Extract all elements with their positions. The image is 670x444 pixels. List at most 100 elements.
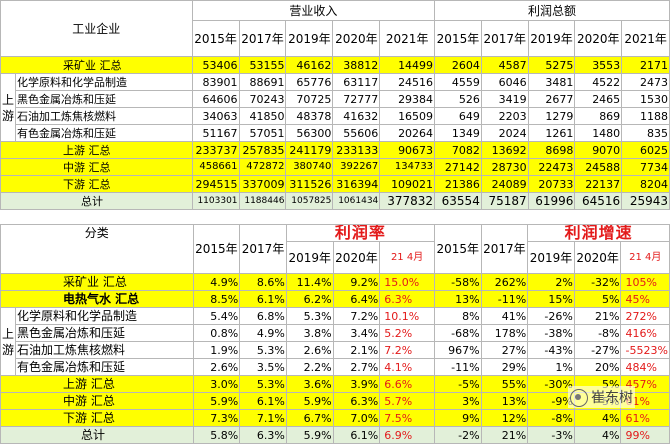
table-cell: 41850 xyxy=(238,107,287,125)
table-cell: 21% xyxy=(573,307,622,325)
table-cell: 5.8% xyxy=(192,426,241,444)
table-cell: 1.9% xyxy=(192,341,241,359)
table-cell: 2% xyxy=(527,273,575,291)
table-cell: 6.9% xyxy=(379,426,435,444)
table-cell: 21386 xyxy=(434,175,482,193)
table-cell: -5523% xyxy=(620,341,670,359)
table-cell: 0.8% xyxy=(192,324,241,342)
table-cell: 377832 xyxy=(379,192,436,210)
table-cell: 6.6% xyxy=(379,375,435,393)
table-row: 下游 汇总 7.3% 7.1% 6.7% 7.0% 7.5% 9% 12% -8% 4% 61% xyxy=(0,409,670,427)
year-header: 2020年 xyxy=(332,241,381,274)
upstream-side-label: 上游 xyxy=(0,307,17,376)
table-row: 上游 化学原料和化学品制造 83901 88691 65776 63117 24516 455… xyxy=(0,73,670,142)
table-cell: 316394 xyxy=(332,175,381,193)
table-cell: 1103301 xyxy=(191,192,240,210)
watermark: 崔东树 xyxy=(568,386,635,408)
table-cell: -9% xyxy=(527,392,575,410)
table-cell: 1261 xyxy=(527,124,576,142)
table-cell: 34063 xyxy=(191,107,240,125)
table-row: 黑色金属冶炼和压延 0.8% 4.9% 3.8% 3.4% 5.2% -68% 178% -38… xyxy=(1,324,670,342)
row-label: 化学原料和化学品制造 xyxy=(15,307,194,325)
table-cell: 1279 xyxy=(527,107,576,125)
table-cell: 10.1% xyxy=(379,307,435,325)
table-cell: 458661 xyxy=(191,158,240,176)
table-cell: 15.0% xyxy=(379,273,435,291)
table-cell: 3% xyxy=(433,392,482,410)
row-label: 石油加工炼焦核燃料 xyxy=(15,107,193,125)
table-cell: 5275 xyxy=(527,56,576,74)
table-cell: 241179 xyxy=(285,141,334,159)
table-cell: 28730 xyxy=(480,158,529,176)
row-label: 总计 xyxy=(0,426,194,444)
table-cell: -2% xyxy=(433,426,482,444)
table-cell: -11% xyxy=(433,358,482,376)
table-cell: 14499 xyxy=(379,56,436,74)
table-cell: -43% xyxy=(527,341,575,359)
year-header: 2015年 xyxy=(433,224,482,274)
table-cell: 9070 xyxy=(574,141,623,159)
table-cell: 9% xyxy=(433,409,482,427)
table-row: 下游 汇总 294515 337009 311526 316394 109021 21386… xyxy=(0,175,670,193)
table-cell: 90673 xyxy=(379,141,436,159)
table-cell: 8698 xyxy=(527,141,576,159)
table-cell: 2.6% xyxy=(285,341,334,359)
table-cell: 24089 xyxy=(480,175,529,193)
table-cell: 55% xyxy=(480,375,529,393)
table-cell: 233737 xyxy=(191,141,240,159)
table-cell: -38% xyxy=(527,324,575,342)
table-cell: 41% xyxy=(480,307,529,325)
margin-title: 利润率 xyxy=(285,224,435,242)
table-cell: 5.9% xyxy=(285,392,334,410)
table-cell: 3.8% xyxy=(285,324,334,342)
table-cell: 3.6% xyxy=(285,375,334,393)
table-cell: 16509 xyxy=(379,107,436,125)
table-cell: 11.4% xyxy=(285,273,334,291)
table-cell: 63117 xyxy=(332,73,381,91)
table-cell: 6.3% xyxy=(239,426,287,444)
table-cell: 63554 xyxy=(434,192,482,210)
table-cell: 311526 xyxy=(285,175,334,193)
table-cell: 22473 xyxy=(527,158,576,176)
table-cell: 4587 xyxy=(480,56,529,74)
table-cell: 3.9% xyxy=(332,375,381,393)
table-row: 总计 1103301 1188446 1057825 1061434 377832 6355… xyxy=(0,192,670,210)
table-cell: 1480 xyxy=(574,124,623,142)
year-header: 2017年 xyxy=(239,224,287,274)
table-cell: 294515 xyxy=(191,175,240,193)
table-cell: 1% xyxy=(527,358,575,376)
row-label: 石油加工炼焦核燃料 xyxy=(15,341,194,359)
table-cell: 8% xyxy=(433,307,482,325)
table-cell: 13% xyxy=(480,392,529,410)
wechat-account-icon xyxy=(570,389,588,407)
table-cell: 416% xyxy=(620,324,670,342)
table-cell: 57051 xyxy=(238,124,287,142)
table-cell: 21% xyxy=(480,426,529,444)
year-header: 2015年 xyxy=(191,20,240,57)
table-cell: 6.1% xyxy=(239,392,287,410)
year-header: 2021年 xyxy=(621,20,670,57)
table-cell: 105% xyxy=(620,273,670,291)
table-cell: 6.3% xyxy=(332,392,381,410)
table-cell: 12% xyxy=(480,409,529,427)
table-cell: 7.1% xyxy=(239,409,287,427)
table-cell: 4.1% xyxy=(379,358,435,376)
table-cell: 2203 xyxy=(480,107,529,125)
table-cell: 835 xyxy=(621,124,670,142)
row-label: 下游 汇总 xyxy=(0,409,194,427)
table-cell: 22137 xyxy=(574,175,623,193)
table-cell: 2465 xyxy=(574,90,623,108)
table-cell: 6046 xyxy=(480,73,529,91)
table-cell: -5% xyxy=(433,375,482,393)
table-cell: 1349 xyxy=(434,124,482,142)
table-cell: 1530 xyxy=(621,90,670,108)
table-cell: 1061434 xyxy=(332,192,381,210)
table-cell: 2.6% xyxy=(192,358,241,376)
watermark-text: 崔东树 xyxy=(591,390,633,406)
table-cell: 5.3% xyxy=(239,375,287,393)
table-cell: 51167 xyxy=(191,124,240,142)
row-label: 下游 汇总 xyxy=(0,175,193,193)
growth-title: 利润增速 xyxy=(527,224,670,242)
table-cell: 27142 xyxy=(434,158,482,176)
